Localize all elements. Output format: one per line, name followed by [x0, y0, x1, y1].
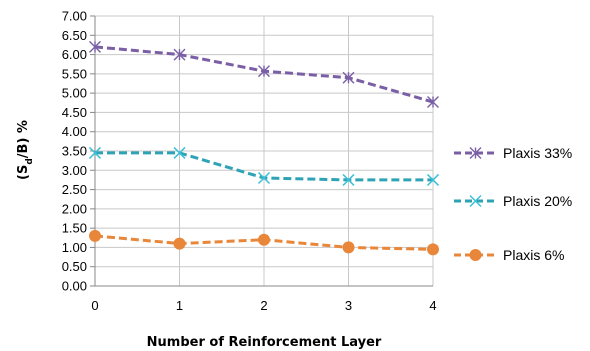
- y-axis-title-subscript: d: [25, 158, 35, 164]
- series-1: [88, 146, 440, 186]
- series-2: [89, 229, 439, 256]
- data-point: [342, 241, 355, 254]
- x-axis-ticks: 0 1 2 3 4: [91, 298, 436, 313]
- series-0: [89, 40, 439, 109]
- y-tick-label: 0.50: [62, 259, 87, 274]
- x-tick-label: 2: [260, 298, 267, 313]
- y-tick-label: 3.00: [62, 163, 87, 178]
- y-tick-label: 4.00: [62, 124, 87, 139]
- legend-label: Plaxis 33%: [503, 145, 572, 161]
- legend-marker: [469, 147, 482, 159]
- y-tick-label: 5.00: [62, 86, 87, 101]
- data-point: [89, 40, 101, 53]
- x-tick-label: 4: [429, 298, 436, 313]
- legend-item: Plaxis 33%: [454, 145, 572, 161]
- data-point: [173, 48, 186, 61]
- data-point: [427, 96, 439, 109]
- y-tick-label: 2.50: [62, 182, 87, 197]
- data-point: [426, 173, 440, 186]
- data-point: [342, 173, 355, 186]
- data-point: [427, 243, 439, 256]
- y-axis-title: (Sd/B) %: [16, 120, 35, 180]
- y-tick-label: 1.50: [62, 221, 87, 236]
- y-tick-label: 6.50: [62, 28, 87, 43]
- data-point: [88, 146, 102, 159]
- y-tick-label: 3.50: [62, 144, 87, 159]
- x-tick-label: 0: [91, 298, 98, 313]
- legend-label: Plaxis 6%: [503, 247, 564, 263]
- data-point: [258, 65, 270, 78]
- x-tick-label: 3: [345, 298, 352, 313]
- data-point: [258, 233, 270, 246]
- x-tick-label: 1: [176, 298, 183, 313]
- y-tick-label: 4.50: [62, 105, 87, 120]
- legend-item: Plaxis 20%: [454, 193, 572, 209]
- data-point: [257, 171, 271, 185]
- y-tick-label: 2.00: [62, 201, 87, 216]
- series-group: [88, 40, 440, 256]
- legend-item: Plaxis 6%: [454, 247, 564, 263]
- y-tick-label: 1.00: [62, 240, 87, 255]
- legend-marker: [469, 194, 482, 208]
- data-point: [89, 229, 101, 242]
- y-axis-title-main: (S: [16, 165, 31, 180]
- legend-label: Plaxis 20%: [503, 193, 572, 209]
- y-axis-ticks: 0.00 0.50 1.00 1.50 2.00 2.50 3.00 3.50 4.00 4.50…: [62, 9, 95, 294]
- gridlines: [94, 15, 434, 286]
- y-tick-label: 0.00: [62, 279, 87, 294]
- y-tick-label: 5.50: [62, 66, 87, 81]
- x-axis-title: Number of Reinforcement Layer: [147, 335, 382, 350]
- legend: Plaxis 33% Plaxis 20% Plaxis 6%: [454, 145, 572, 263]
- data-point: [173, 146, 186, 159]
- y-axis-title-rest: /B) %: [16, 120, 31, 158]
- y-tick-label: 6.00: [62, 47, 87, 62]
- data-point: [173, 237, 186, 250]
- legend-marker: [469, 249, 482, 261]
- y-tick-label: 7.00: [62, 9, 87, 24]
- data-point: [342, 71, 355, 84]
